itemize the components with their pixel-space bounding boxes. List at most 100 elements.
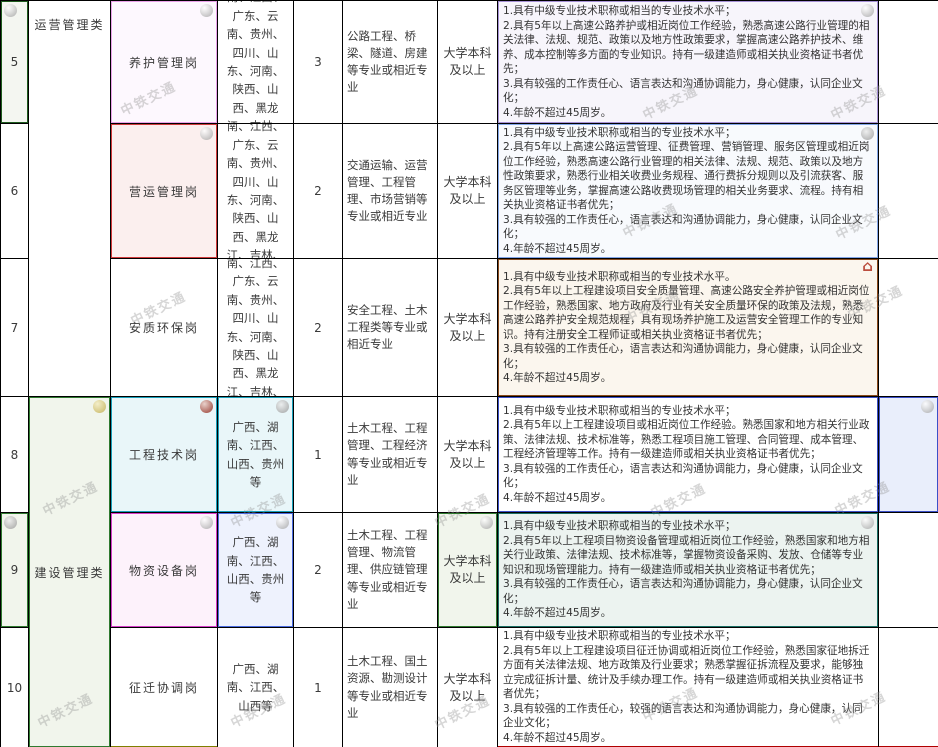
row-9-position-cell: 物资设备岗 bbox=[111, 513, 218, 628]
row-number: 5 bbox=[10, 55, 19, 69]
count-value: 1 bbox=[314, 447, 322, 462]
requirements-text: 1.具有中级专业技术职称或相当的专业技术水平； 2.具有5年以上工程项目物资设备… bbox=[503, 520, 870, 620]
row-9-education-cell: 大学本科及以上 bbox=[438, 513, 498, 628]
row-6-number-cell: 6 bbox=[1, 124, 29, 259]
major-text: 安全工程、土木工程类等专业或相近专业 bbox=[347, 302, 428, 352]
row-7-requirements-cell: ⌂ 1.具有中级专业技术职称或相当的专业技术水平。 2.具有5年以上工程建设项目… bbox=[498, 259, 879, 397]
face-stamp-icon bbox=[4, 4, 17, 17]
row-6-major-cell: 交通运输、运营管理、工程管理、市场营销等专业或相近专业 bbox=[343, 124, 438, 259]
locations-text: 广西、湖南、江西、山西等 bbox=[226, 661, 285, 713]
row-5-locations-cell: 广西、湖南、江西、广东、云南、贵州、四川、山东、河南、陕西、山西、黑龙江、吉林、… bbox=[218, 1, 294, 124]
row-10-empty-cell bbox=[879, 628, 938, 747]
face-stamp-icon bbox=[200, 127, 213, 140]
education-text: 大学本科及以上 bbox=[443, 311, 492, 343]
locations-text: 广西、湖南、江西、广东、云南、贵州、四川、山东、河南、陕西、山西、黑龙江、吉林、… bbox=[226, 124, 285, 259]
requirements-text: 1.具有中级专业技术职称或相当的专业技术水平； 2.具有5年以上工程建设项目征迁… bbox=[503, 630, 870, 744]
row-7-position-cell: 安质环保岗 bbox=[111, 259, 218, 397]
face-stamp-icon bbox=[276, 516, 289, 529]
count-value: 2 bbox=[314, 563, 322, 577]
sphere-stamp-icon bbox=[276, 400, 289, 413]
row-8-count-cell: 1 bbox=[294, 397, 343, 513]
row-7-number-cell: 7 bbox=[1, 259, 29, 397]
row-9-locations-cell: 广西、湖南、江西、山西、贵州等 bbox=[218, 513, 294, 628]
row-10-position-cell: 征迁协调岗 bbox=[111, 628, 218, 747]
row-10-requirements-cell: 1.具有中级专业技术职称或相当的专业技术水平； 2.具有5年以上工程建设项目征迁… bbox=[498, 628, 879, 747]
row-9-requirements-cell: 1.具有中级专业技术职称或相当的专业技术水平； 2.具有5年以上工程项目物资设备… bbox=[498, 513, 879, 628]
house-stamp-icon: ⌂ bbox=[862, 259, 873, 275]
sphere-stamp-icon bbox=[861, 127, 874, 140]
row-8-empty-cell bbox=[879, 397, 938, 513]
education-text: 大学本科及以上 bbox=[443, 671, 492, 703]
locations-text: 广西、湖南、江西、山西、贵州等 bbox=[226, 419, 285, 489]
row-9-empty-cell bbox=[879, 513, 938, 628]
locations-text: 广西、湖南、江西、山西、贵州等 bbox=[226, 535, 285, 605]
education-text: 大学本科及以上 bbox=[443, 175, 492, 206]
row-9-major-cell: 土木工程、工程管理、物流管理、供应链管理等专业或相近专业 bbox=[343, 513, 438, 628]
position-name: 工程技术岗 bbox=[128, 448, 199, 462]
row-7-major-cell: 安全工程、土木工程类等专业或相近专业 bbox=[343, 259, 438, 397]
row-5-education-cell: 大学本科及以上 bbox=[438, 1, 498, 124]
count-value: 3 bbox=[314, 55, 322, 69]
row-6-requirements-cell: 1.具有中级专业技术职称或相当的专业技术水平； 2.具有5年以上高速公路运营管理… bbox=[498, 124, 879, 259]
row-number: 9 bbox=[10, 563, 19, 577]
row-7-count-cell: 2 bbox=[294, 259, 343, 397]
major-text: 土木工程、国土资源、勘测设计等专业或相近专业 bbox=[347, 654, 428, 720]
face-stamp-icon bbox=[861, 4, 874, 17]
row-6-position-cell: 营运管理岗 bbox=[111, 124, 218, 259]
row-5-requirements-cell: 1.具有中级专业技术职称或相当的专业技术水平； 2.具有5年以上高速公路养护或相… bbox=[498, 1, 879, 124]
row-10-number-cell: 10 bbox=[1, 628, 29, 747]
row-8-major-cell: 土木工程、工程管理、工程经济等专业或相近专业 bbox=[343, 397, 438, 513]
yellow-stamp-icon bbox=[93, 400, 106, 413]
locations-text: 广西、湖南、江西、广东、云南、贵州、四川、山东、河南、陕西、山西、黑龙江、吉林、… bbox=[226, 1, 285, 123]
position-name: 征迁协调岗 bbox=[128, 680, 199, 695]
red-stamp-icon bbox=[200, 400, 213, 413]
face-stamp-icon bbox=[200, 4, 213, 17]
row-10-education-cell: 大学本科及以上 bbox=[438, 628, 498, 747]
row-6-education-cell: 大学本科及以上 bbox=[438, 124, 498, 259]
face-stamp-icon bbox=[200, 516, 213, 529]
major-text: 公路工程、桥梁、隧道、房建等专业或相近专业 bbox=[347, 28, 428, 95]
major-text: 交通运输、运营管理、工程管理、市场营销等专业或相近专业 bbox=[347, 157, 428, 224]
requirements-text: 1.具有中级专业技术职称或相当的专业技术水平。 2.具有5年以上工程建设项目安全… bbox=[503, 270, 870, 385]
row-6-count-cell: 2 bbox=[294, 124, 343, 259]
row-10-count-cell: 1 bbox=[294, 628, 343, 747]
row-5-major-cell: 公路工程、桥梁、隧道、房建等专业或相近专业 bbox=[343, 1, 438, 124]
major-text: 土木工程、工程管理、物流管理、供应链管理等专业或相近专业 bbox=[347, 527, 428, 611]
requirements-text: 1.具有中级专业技术职称或相当的专业技术水平； 2.具有5年以上高速公路养护或相… bbox=[503, 5, 870, 119]
sphere-stamp-icon bbox=[4, 516, 17, 529]
row-number: 8 bbox=[10, 447, 19, 462]
row-9-count-cell: 2 bbox=[294, 513, 343, 628]
count-value: 2 bbox=[314, 320, 322, 335]
row-8-number-cell: 8 bbox=[1, 397, 29, 513]
row-7-education-cell: 大学本科及以上 bbox=[438, 259, 498, 397]
requirements-text: 1.具有中级专业技术职称或相当的专业技术水平； 2.具有5年以上高速公路运营管理… bbox=[503, 126, 870, 255]
row-10-locations-cell: 广西、湖南、江西、山西等 bbox=[218, 628, 294, 747]
row-8-education-cell: 大学本科及以上 bbox=[438, 397, 498, 513]
row-5-number-cell: 5 bbox=[1, 1, 29, 124]
row-8-locations-cell: 广西、湖南、江西、山西、贵州等 bbox=[218, 397, 294, 513]
face-stamp-icon bbox=[861, 516, 874, 529]
row-7-locations-cell: 广西、湖南、江西、广东、云南、贵州、四川、山东、河南、陕西、山西、黑龙江、吉林、… bbox=[218, 259, 294, 397]
row-number: 10 bbox=[6, 680, 23, 695]
category-construction-cell: 建设管理类 bbox=[29, 397, 111, 747]
face-stamp-icon bbox=[480, 516, 493, 529]
education-text: 大学本科及以上 bbox=[443, 46, 492, 77]
row-6-empty-cell bbox=[879, 124, 938, 259]
row-5-position-cell: 养护管理岗 bbox=[111, 1, 218, 124]
position-name: 物资设备岗 bbox=[128, 563, 199, 578]
locations-text: 广西、湖南、江西、广东、云南、贵州、四川、山东、河南、陕西、山西、黑龙江、吉林、… bbox=[226, 259, 285, 397]
row-7-empty-cell bbox=[879, 259, 938, 397]
position-name: 安质环保岗 bbox=[128, 321, 199, 335]
category-operations-label: 运营管理类 bbox=[34, 18, 105, 32]
row-8-position-cell: 工程技术岗 bbox=[111, 397, 218, 513]
count-value: 2 bbox=[314, 184, 322, 198]
position-name: 养护管理岗 bbox=[128, 55, 199, 70]
major-text: 土木工程、工程管理、工程经济等专业或相近专业 bbox=[347, 421, 428, 487]
category-operations-cell: 运营管理类 bbox=[29, 1, 111, 397]
row-9-number-cell: 9 bbox=[1, 513, 29, 628]
row-8-requirements-cell: 1.具有中级专业技术职称或相当的专业技术水平； 2.具有5年以上工程建设项目或相… bbox=[498, 397, 879, 513]
requirements-text: 1.具有中级专业技术职称或相当的专业技术水平； 2.具有5年以上工程建设项目或相… bbox=[503, 404, 870, 504]
row-5-count-cell: 3 bbox=[294, 1, 343, 124]
row-number: 7 bbox=[10, 320, 19, 335]
